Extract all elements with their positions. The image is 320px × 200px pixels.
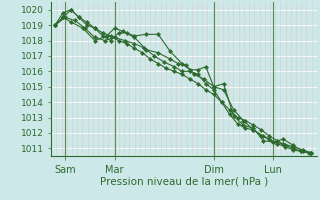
X-axis label: Pression niveau de la mer( hPa ): Pression niveau de la mer( hPa ): [100, 176, 268, 186]
